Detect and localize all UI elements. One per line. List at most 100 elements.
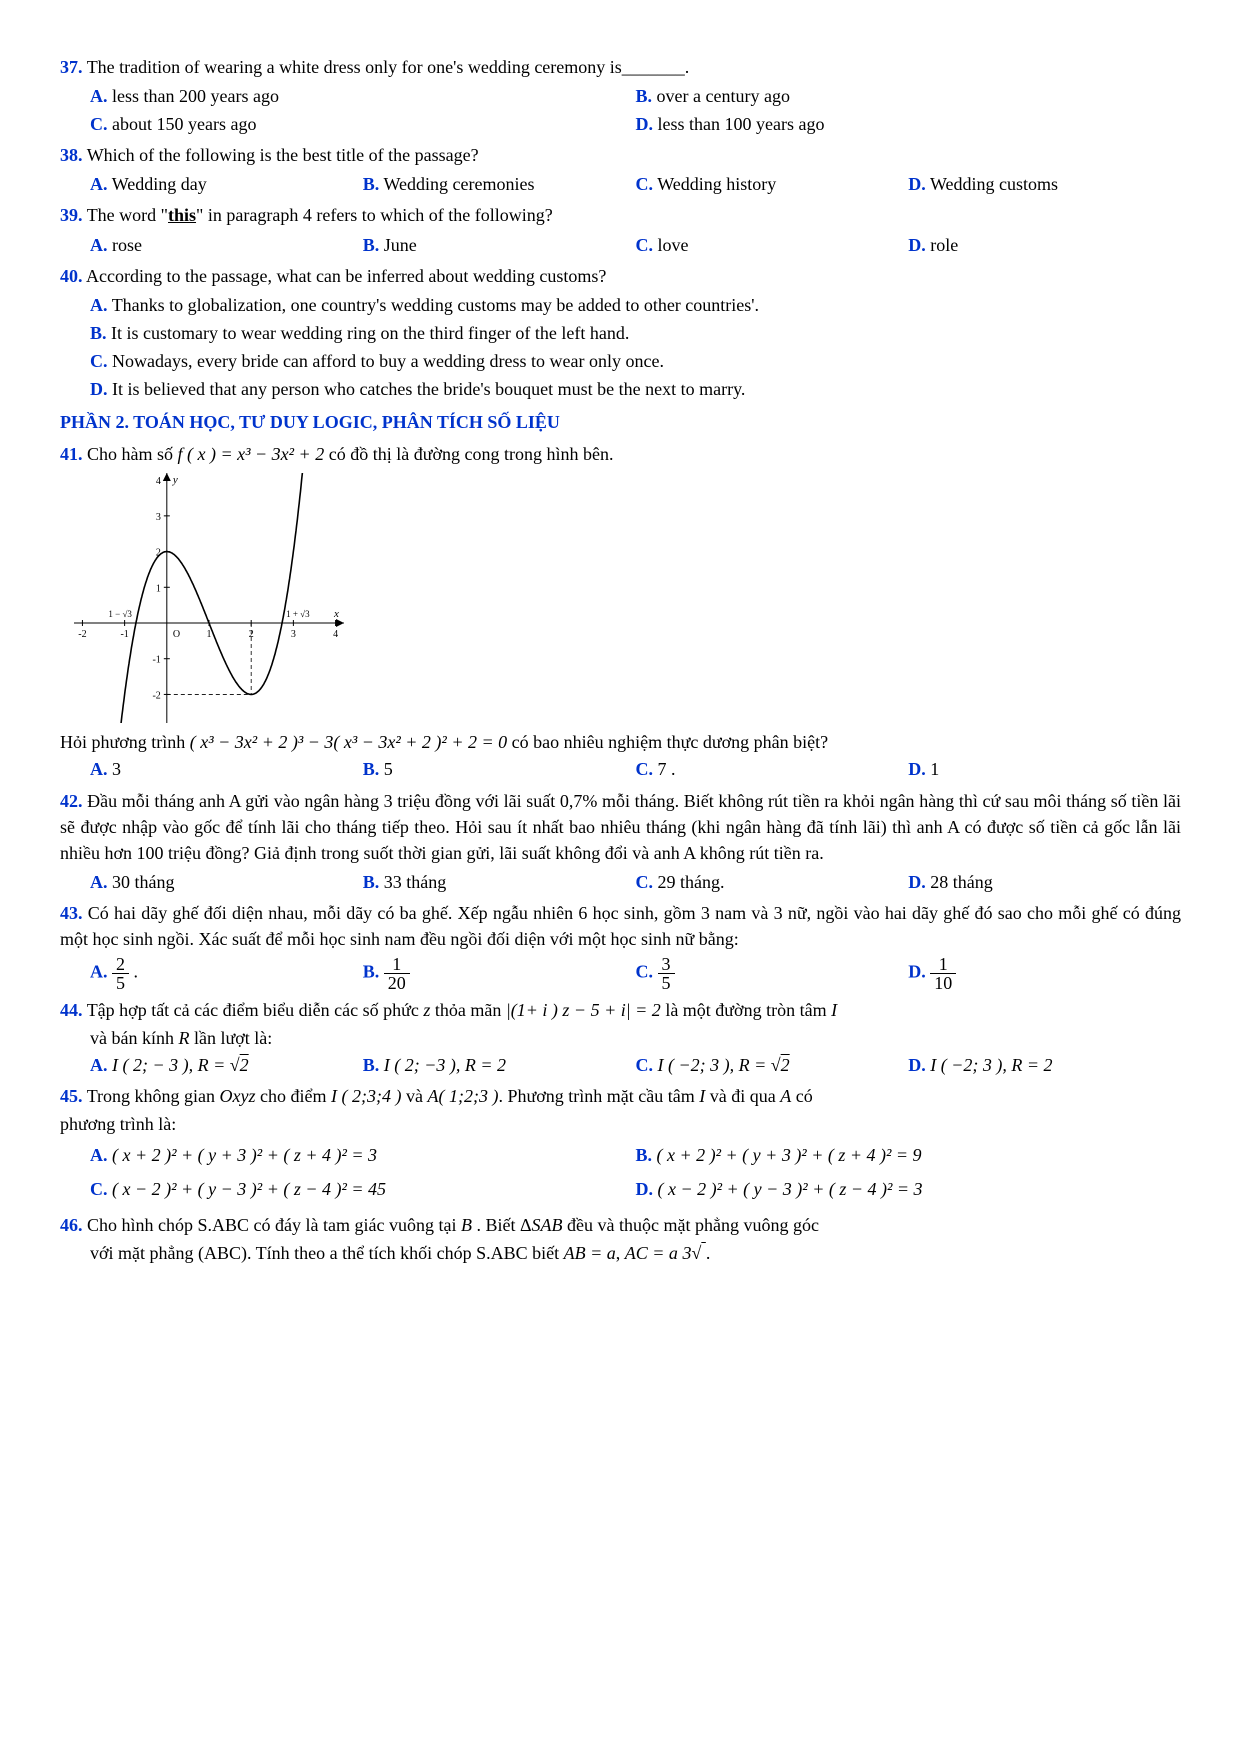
opt-42B[interactable]: B. 33 tháng xyxy=(363,868,636,896)
svg-text:-2: -2 xyxy=(78,629,86,640)
options-44: A. I ( 2; − 3 ), R = √2 B. I ( 2; −3 ), … xyxy=(90,1051,1181,1079)
question-46: 46. Cho hình chóp S.ABC có đáy là tam gi… xyxy=(60,1212,1181,1238)
opt-38D[interactable]: D. Wedding customs xyxy=(908,170,1181,198)
opt-38A[interactable]: A. Wedding day xyxy=(90,170,363,198)
opt-45D[interactable]: D. ( x − 2 )² + ( y − 3 )² + ( z − 4 )² … xyxy=(636,1172,1182,1206)
options-40: A. Thanks to globalization, one country'… xyxy=(60,291,1181,403)
svg-text:1 + √3: 1 + √3 xyxy=(286,609,310,619)
label-C: C. xyxy=(90,114,108,134)
opt-44B[interactable]: B. I ( 2; −3 ), R = 2 xyxy=(363,1051,636,1079)
opt-45B[interactable]: B. ( x + 2 )² + ( y + 3 )² + ( z + 4 )² … xyxy=(636,1138,1182,1172)
options-45: A. ( x + 2 )² + ( y + 3 )² + ( z + 4 )² … xyxy=(90,1138,1181,1206)
opt-39A[interactable]: A. rose xyxy=(90,231,363,259)
frac-43B: 120 xyxy=(384,955,410,992)
svg-text:-2: -2 xyxy=(152,691,160,702)
opt-44A[interactable]: A. I ( 2; − 3 ), R = √2 xyxy=(90,1051,363,1079)
opt-40D[interactable]: D. It is believed that any person who ca… xyxy=(90,375,1181,403)
opt-44D[interactable]: D. I ( −2; 3 ), R = 2 xyxy=(908,1051,1181,1079)
opt-44C[interactable]: C. I ( −2; 3 ), R = √2 xyxy=(636,1051,909,1079)
opt-43C[interactable]: C. 35 xyxy=(636,954,909,993)
question-38: 38. Which of the following is the best t… xyxy=(60,142,1181,168)
opt-39C[interactable]: C. love xyxy=(636,231,909,259)
frac-43C: 35 xyxy=(658,955,675,992)
label-B: B. xyxy=(636,86,653,106)
opt-42D[interactable]: D. 28 tháng xyxy=(908,868,1181,896)
qnum-46: 46. xyxy=(60,1215,83,1235)
qnum-39: 39. xyxy=(60,205,83,225)
opt-42C[interactable]: C. 29 tháng. xyxy=(636,868,909,896)
question-44: 44. Tập hợp tất cả các điểm biểu diễn cá… xyxy=(60,997,1181,1023)
question-45: 45. Trong không gian Oxyz cho điểm I ( 2… xyxy=(60,1083,1181,1109)
svg-text:O: O xyxy=(173,629,180,640)
opt-41A[interactable]: A. 3 xyxy=(90,755,363,783)
word-this: this xyxy=(168,205,196,225)
opt-41B[interactable]: B. 5 xyxy=(363,755,636,783)
qnum-40: 40. xyxy=(60,266,83,286)
q41-eq: f ( x ) = x³ − 3x² + 2 xyxy=(178,444,325,464)
options-42: A. 30 tháng B. 33 tháng C. 29 tháng. D. … xyxy=(90,868,1181,896)
opt-42A[interactable]: A. 30 tháng xyxy=(90,868,363,896)
options-39: A. rose B. June C. love D. role xyxy=(90,231,1181,259)
svg-text:1: 1 xyxy=(156,584,161,595)
qnum-41: 41. xyxy=(60,444,83,464)
svg-text:4: 4 xyxy=(333,629,338,640)
opttext-37A: less than 200 years ago xyxy=(112,86,279,106)
question-41: 41. Cho hàm số f ( x ) = x³ − 3x² + 2 có… xyxy=(60,441,1181,467)
opt-43A[interactable]: A. 25 . xyxy=(90,954,363,993)
opt-40B[interactable]: B. It is customary to wear wedding ring … xyxy=(90,319,1181,347)
qnum-42: 42. xyxy=(60,791,83,811)
svg-text:1: 1 xyxy=(207,629,212,640)
qtext-38: Which of the following is the best title… xyxy=(87,145,479,165)
qnum-43: 43. xyxy=(60,903,83,923)
q41-sub: Hỏi phương trình ( x³ − 3x² + 2 )³ − 3( … xyxy=(60,729,1181,755)
opt-40A[interactable]: A. Thanks to globalization, one country'… xyxy=(90,291,1181,319)
options-43: A. 25 . B. 120 C. 35 D. 110 xyxy=(90,954,1181,993)
options-38: A. Wedding day B. Wedding ceremonies C. … xyxy=(90,170,1181,198)
question-43: 43. Có hai dãy ghế đối diện nhau, mỗi dã… xyxy=(60,900,1181,952)
opttext-37C: about 150 years ago xyxy=(112,114,256,134)
q44-line2: và bán kính R lần lượt là: xyxy=(90,1025,1181,1051)
opt-41D[interactable]: D. 1 xyxy=(908,755,1181,783)
label-D: D. xyxy=(636,114,654,134)
opt-37D[interactable]: D. less than 100 years ago xyxy=(636,110,1182,138)
opt-37C[interactable]: C. about 150 years ago xyxy=(90,110,636,138)
opt-39D[interactable]: D. role xyxy=(908,231,1181,259)
svg-text:3: 3 xyxy=(156,512,161,523)
question-37: 37. The tradition of wearing a white dre… xyxy=(60,54,1181,80)
question-39: 39. The word "this" in paragraph 4 refer… xyxy=(60,202,1181,228)
qtext-37: The tradition of wearing a white dress o… xyxy=(87,57,690,77)
opttext-37B: over a century ago xyxy=(657,86,790,106)
cubic-graph: -2-11234-2-11234Oxy1 − √31 + √3 xyxy=(74,473,344,723)
opt-45A[interactable]: A. ( x + 2 )² + ( y + 3 )² + ( z + 4 )² … xyxy=(90,1138,636,1172)
opt-43B[interactable]: B. 120 xyxy=(363,954,636,993)
question-42: 42. Đầu mỗi tháng anh A gửi vào ngân hàn… xyxy=(60,788,1181,866)
options-37: A. less than 200 years ago B. over a cen… xyxy=(90,82,1181,138)
opt-45C[interactable]: C. ( x − 2 )² + ( y − 3 )² + ( z − 4 )² … xyxy=(90,1172,636,1206)
frac-43D: 110 xyxy=(930,955,956,992)
opt-38B[interactable]: B. Wedding ceremonies xyxy=(363,170,636,198)
opt-40C[interactable]: C. Nowadays, every bride can afford to b… xyxy=(90,347,1181,375)
question-40: 40. According to the passage, what can b… xyxy=(60,263,1181,289)
opt-39B[interactable]: B. June xyxy=(363,231,636,259)
frac-43A: 25 xyxy=(112,955,129,992)
label-A: A. xyxy=(90,86,108,106)
svg-text:1 − √3: 1 − √3 xyxy=(108,609,132,619)
opt-38C[interactable]: C. Wedding history xyxy=(636,170,909,198)
opt-41C[interactable]: C. 7 . xyxy=(636,755,909,783)
section-2-header: PHẦN 2. TOÁN HỌC, TƯ DUY LOGIC, PHÂN TÍC… xyxy=(60,409,1181,435)
opt-37B[interactable]: B. over a century ago xyxy=(636,82,1182,110)
q46-line2: với mặt phẳng (ABC). Tính theo a thể tíc… xyxy=(90,1240,1181,1266)
qnum-38: 38. xyxy=(60,145,83,165)
opttext-37D: less than 100 years ago xyxy=(658,114,825,134)
opt-37A[interactable]: A. less than 200 years ago xyxy=(90,82,636,110)
options-41: A. 3 B. 5 C. 7 . D. 1 xyxy=(90,755,1181,783)
q45-line2: phương trình là: xyxy=(60,1111,1181,1137)
svg-text:3: 3 xyxy=(291,629,296,640)
svg-text:x: x xyxy=(333,608,339,620)
svg-text:y: y xyxy=(172,474,178,486)
qnum-37: 37. xyxy=(60,57,83,77)
svg-text:-1: -1 xyxy=(120,629,128,640)
qnum-45: 45. xyxy=(60,1086,83,1106)
opt-43D[interactable]: D. 110 xyxy=(908,954,1181,993)
svg-text:-1: -1 xyxy=(152,655,160,666)
